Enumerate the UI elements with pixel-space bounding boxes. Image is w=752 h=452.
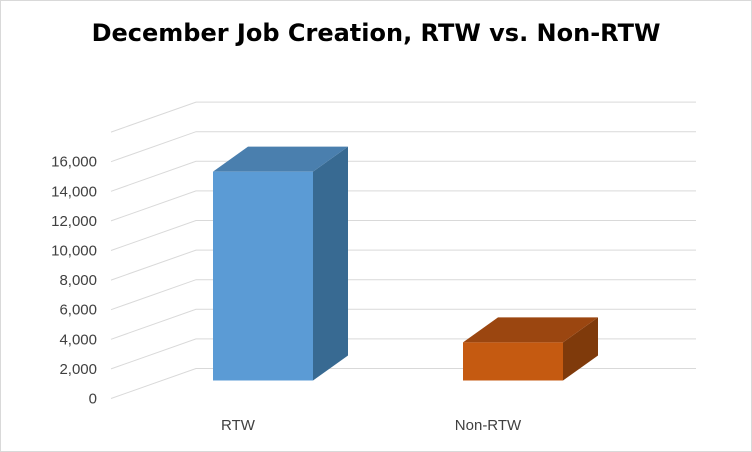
gridline	[110, 190, 696, 222]
gridline	[110, 308, 696, 340]
y-tick-label: 6,000	[59, 302, 97, 319]
y-tick-label: 16,000	[51, 154, 97, 171]
chart-title: December Job Creation, RTW vs. Non-RTW	[91, 19, 661, 47]
x-category-label: Non-RTW	[455, 417, 522, 434]
x-category-label: RTW	[221, 417, 256, 434]
bar-top-face	[463, 317, 598, 343]
y-tick-label: 2,000	[59, 361, 97, 378]
gridline	[110, 368, 696, 399]
gridline	[110, 101, 696, 133]
bar-front-face	[463, 342, 563, 381]
bar-top-face	[213, 146, 348, 172]
bar-non-rtw	[463, 317, 598, 381]
bar-side-face	[563, 317, 598, 381]
x-axis-categories: RTW Non-RTW	[221, 417, 522, 434]
gridline	[110, 220, 696, 251]
gridlines	[110, 101, 696, 399]
y-tick-label: 8,000	[59, 272, 97, 289]
bar-rtw	[213, 146, 348, 381]
bar-front-face	[213, 171, 313, 381]
gridline	[110, 160, 696, 192]
gridline	[110, 131, 696, 163]
gridline	[110, 249, 696, 281]
y-tick-label: 0	[89, 391, 97, 408]
gridline	[110, 279, 696, 311]
y-tick-label: 10,000	[51, 243, 97, 260]
y-tick-label: 12,000	[51, 213, 97, 230]
gridline	[110, 338, 696, 370]
y-tick-label: 14,000	[51, 183, 97, 200]
bar-side-face	[313, 146, 348, 381]
bars	[213, 146, 598, 381]
y-axis-ticks: 0 2,000 4,000 6,000 8,000 10,000 12,000 14,000 1…	[51, 154, 97, 408]
y-tick-label: 4,000	[59, 331, 97, 348]
